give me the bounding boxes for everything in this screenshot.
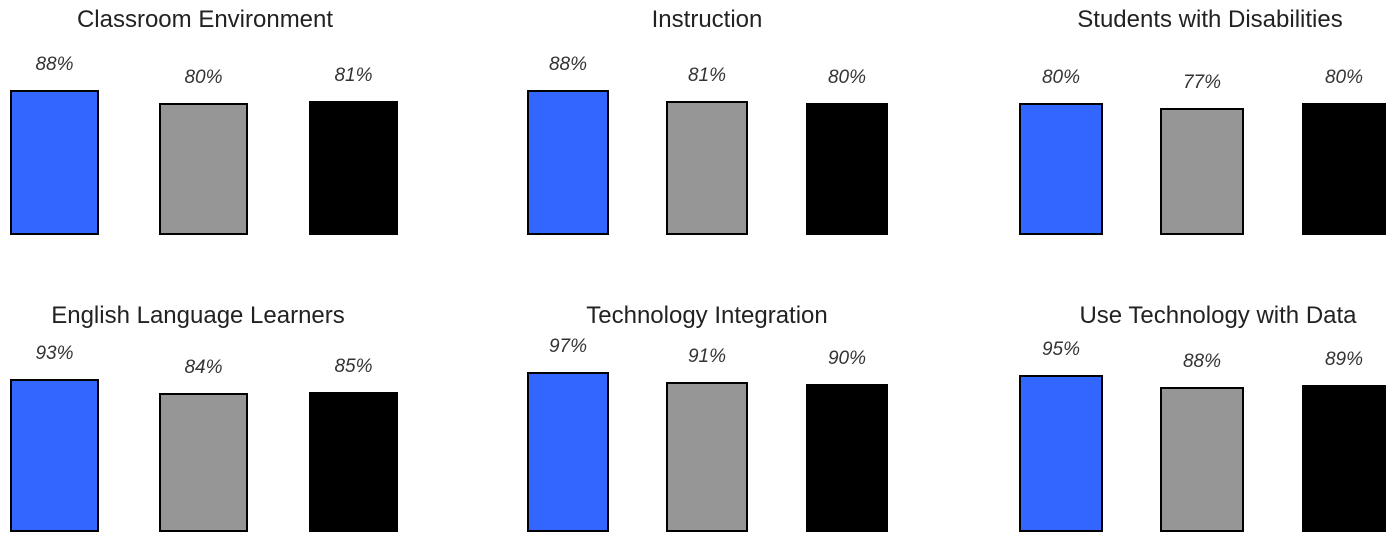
bar xyxy=(1019,103,1103,235)
chart-title: Instruction xyxy=(651,6,763,33)
chart-title: Use Technology with Data xyxy=(1079,302,1357,329)
bar-value-label: 80% xyxy=(1041,67,1081,88)
chart-title: Classroom Environment xyxy=(76,6,334,33)
bar xyxy=(159,103,248,235)
bar xyxy=(1302,103,1386,235)
bar-value-label: 81% xyxy=(687,65,727,87)
bar xyxy=(527,89,609,235)
bar-value-label: 80% xyxy=(1324,67,1364,88)
bar-value-label: 77% xyxy=(1182,71,1222,93)
bar-value-label: 88% xyxy=(548,53,588,75)
bar-value-label: 88% xyxy=(35,53,74,75)
bar xyxy=(1160,386,1244,532)
bar xyxy=(666,101,748,235)
bar-value-label: 85% xyxy=(334,355,373,377)
bar-value-label: 88% xyxy=(1182,350,1222,372)
bar-value-label: 97% xyxy=(548,335,588,357)
bar xyxy=(1302,385,1386,532)
bar xyxy=(309,391,398,532)
bar-value-label: 91% xyxy=(687,345,727,367)
chart-title: Students with Disabilities xyxy=(1077,6,1343,33)
bar xyxy=(10,378,99,532)
bar xyxy=(159,393,248,532)
bar-value-label: 84% xyxy=(184,357,223,379)
bar-value-label: 95% xyxy=(1041,339,1081,361)
bar xyxy=(1160,107,1244,235)
bar xyxy=(10,89,99,235)
bar xyxy=(806,383,888,532)
bar xyxy=(309,101,398,235)
bar-value-label: 80% xyxy=(184,67,223,88)
bar xyxy=(666,381,748,532)
bar xyxy=(806,103,888,235)
chart-title: English Language Learners xyxy=(51,302,345,329)
bar-value-label: 80% xyxy=(827,67,867,88)
bar-value-label: 81% xyxy=(334,65,373,87)
bar xyxy=(1019,375,1103,532)
bar-value-label: 93% xyxy=(35,342,74,364)
bar xyxy=(527,371,609,532)
chart-title: Technology Integration xyxy=(586,302,828,329)
bar-value-label: 90% xyxy=(827,347,867,369)
bar-value-label: 89% xyxy=(1324,349,1364,371)
